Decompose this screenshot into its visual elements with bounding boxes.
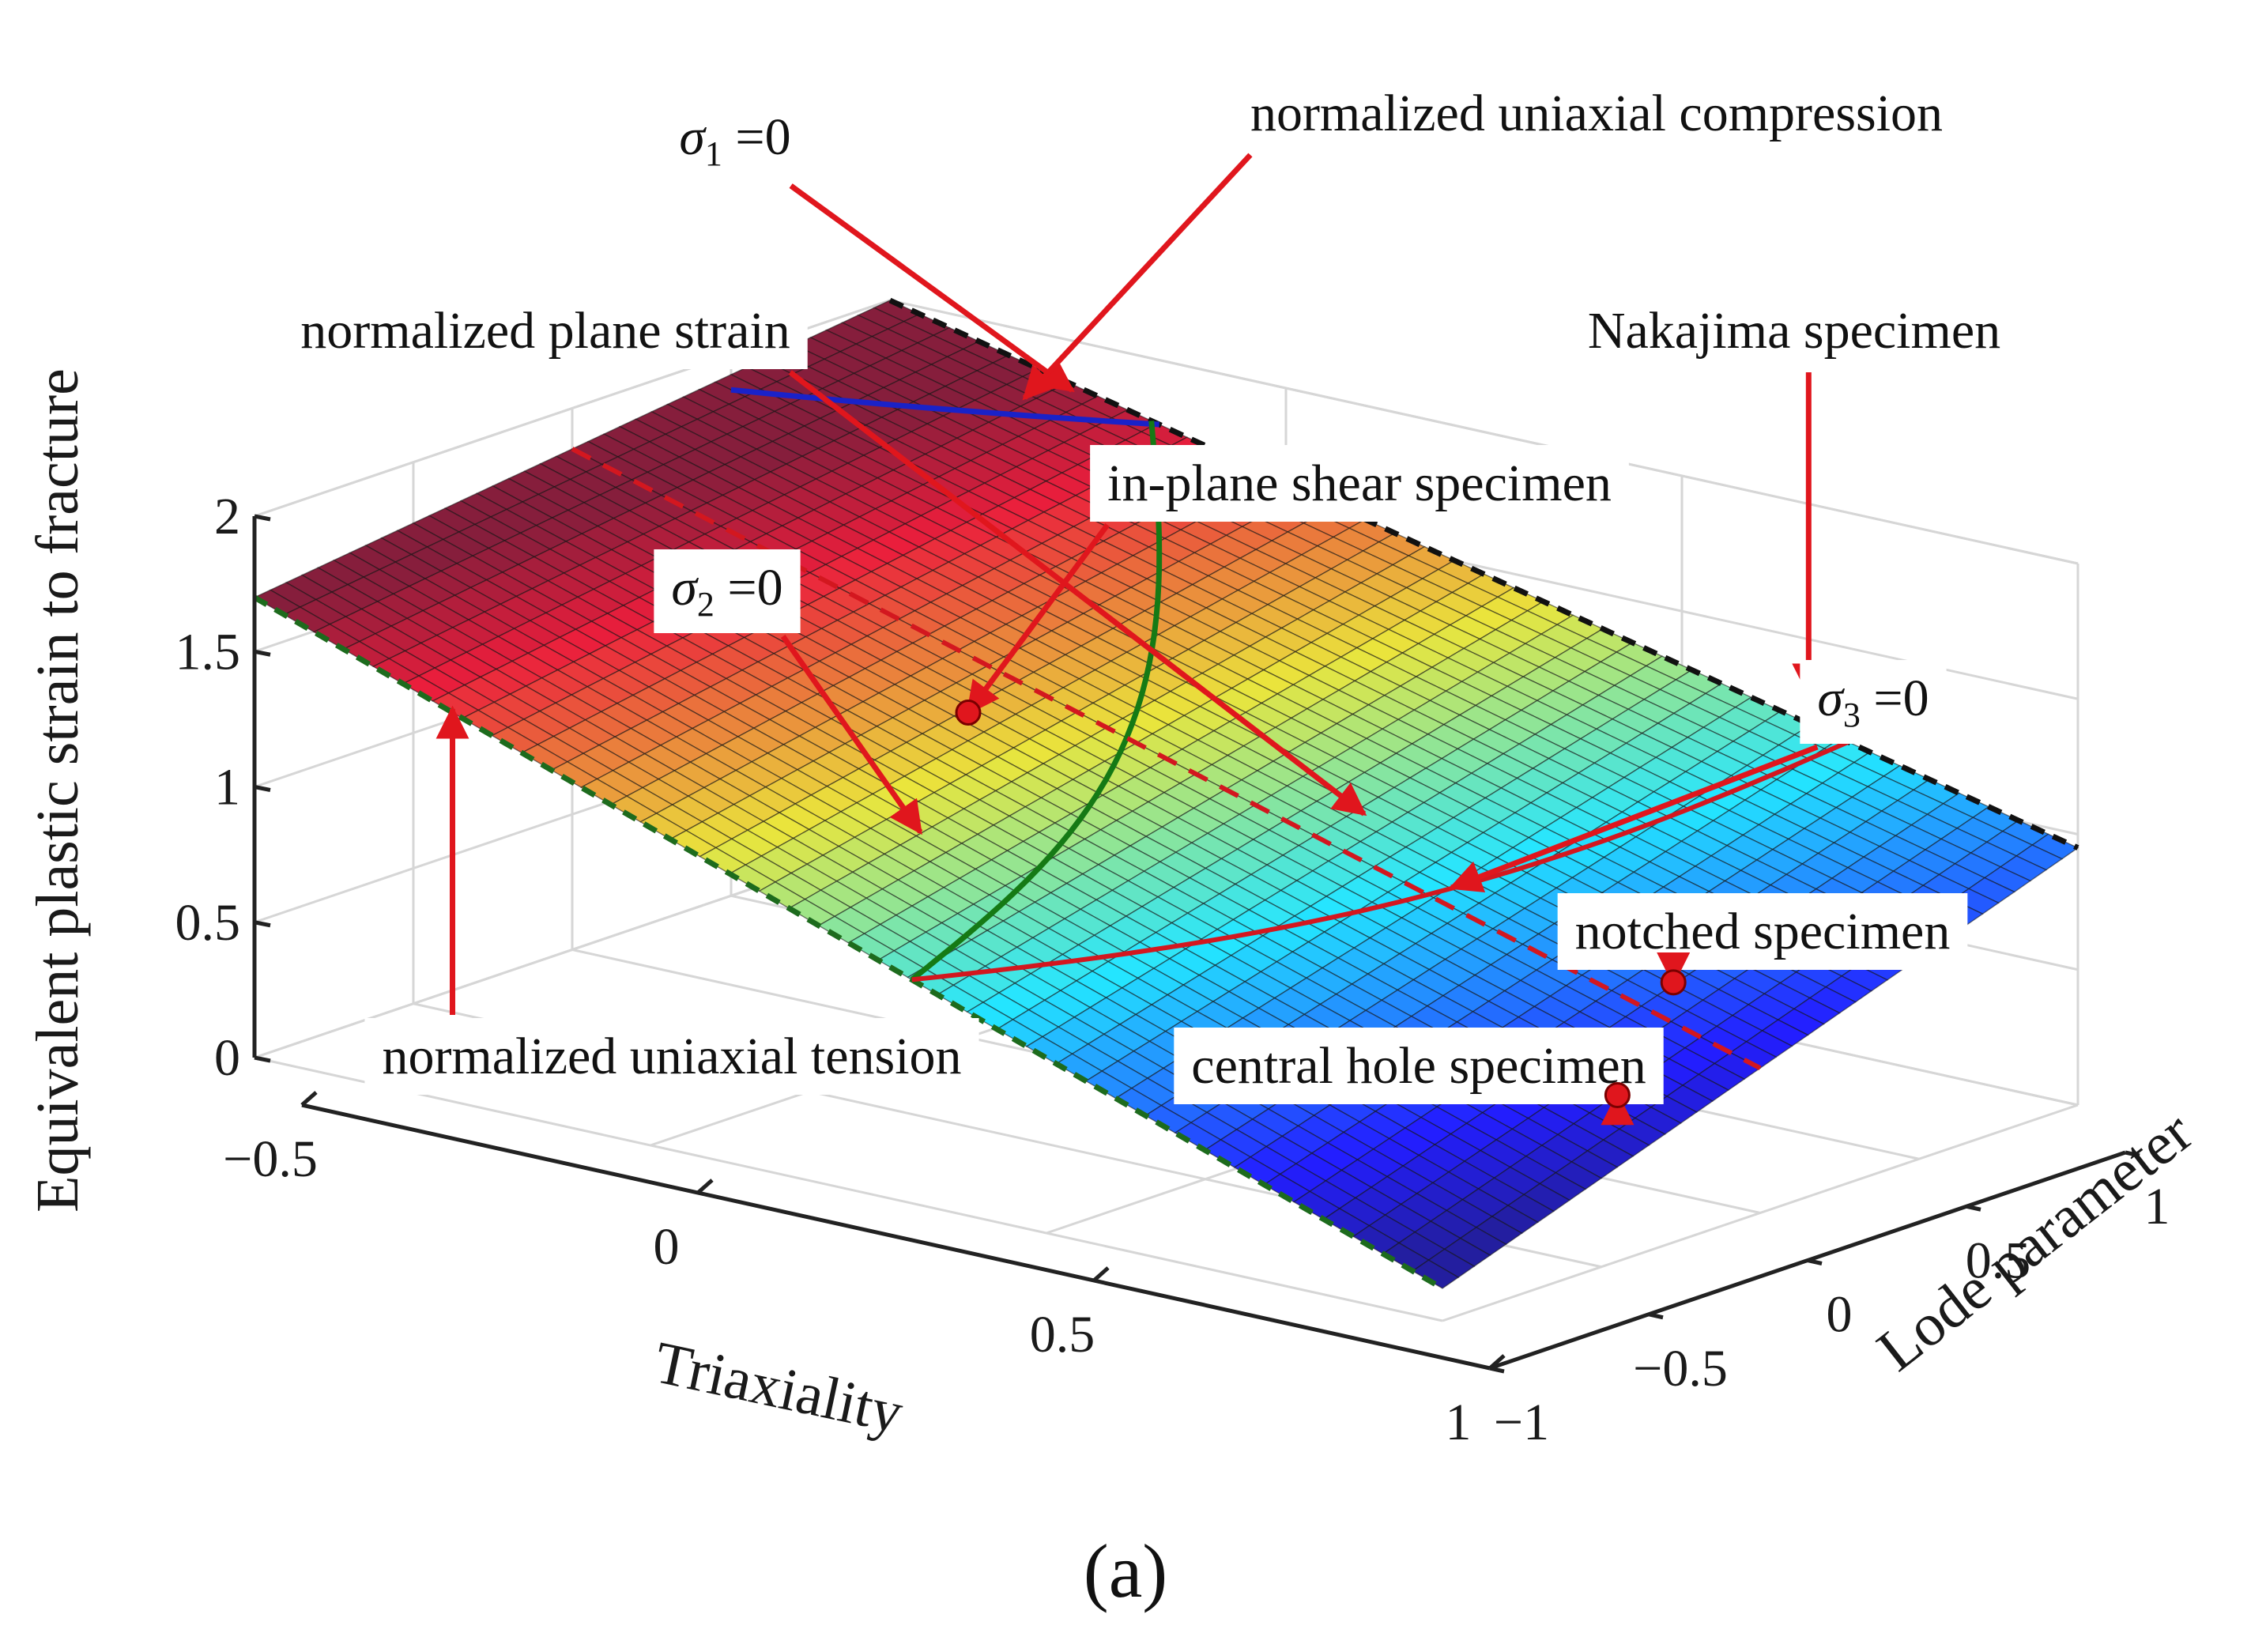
sigma3-zero-box <box>1800 660 1947 744</box>
normalized-plane-strain-label: normalized plane strain <box>300 302 790 360</box>
uniaxial-tension-line <box>253 594 1444 1291</box>
normalized-plane-strain-arrow <box>788 370 1367 817</box>
y-tick-mark <box>1807 1258 1823 1265</box>
axis-ticks: 0 0.5 1 1.5 2 −0.5 0 0.5 1 −1 −0.5 0 0.5 1 <box>175 488 2170 1451</box>
y-tick-label: −0.5 <box>1633 1340 1728 1397</box>
x-tick-mark <box>300 1091 318 1107</box>
x-tick-label: 0 <box>654 1218 680 1276</box>
sigma3-zero-annotation: σ3 =0 <box>1448 660 1947 893</box>
z-tick-label: 0.5 <box>175 894 241 952</box>
y-tick-label: −1 <box>1494 1394 1549 1451</box>
z-tick-label: 1 <box>214 759 240 817</box>
central-hole-specimen-label: central hole specimen <box>1191 1037 1646 1095</box>
grid-edge <box>889 299 2079 565</box>
sigma1-zero-annotation: σ1 =0 <box>679 108 1075 393</box>
normalized-uniaxial-compression-arrow <box>1022 153 1253 401</box>
central-hole-specimen-box <box>1174 1028 1664 1104</box>
z-tick-mark <box>254 1055 271 1063</box>
normalized-plane-strain-annotation: normalized plane strain <box>283 292 1367 817</box>
z-tick-label: 0 <box>214 1029 240 1087</box>
central-hole-point <box>1604 1081 1631 1108</box>
y-tick-mark <box>1966 1204 1981 1212</box>
specimen-points <box>955 700 1687 1108</box>
z-tick-mark <box>254 920 271 928</box>
normalized-plane-strain-box <box>283 292 808 369</box>
in-plane-shear-specimen-box <box>1090 445 1629 522</box>
y-tick-mark <box>2125 1150 2140 1158</box>
z-tick-mark <box>254 785 271 792</box>
central-hole-specimen-annotation: central hole specimen <box>1174 1028 1664 1126</box>
y-tick-label: 0 <box>1827 1286 1853 1344</box>
x-axis-label: Triaxiality <box>649 1329 909 1446</box>
sigma3-zero-label: σ3 =0 <box>1817 669 1929 734</box>
y-tick-mark <box>1648 1312 1664 1320</box>
y-axis-label: Lode parameter <box>1865 1099 2204 1384</box>
y-tick-label: 1 <box>2144 1178 2170 1235</box>
normalized-uniaxial-compression-annotation: normalized uniaxial compression <box>1022 85 1943 401</box>
figure-caption: (a) <box>1084 1529 1168 1613</box>
sigma2-zero-label: σ2 =0 <box>671 559 782 624</box>
x-axis-line <box>301 1103 1491 1371</box>
normalized-uniaxial-compression-label: normalized uniaxial compression <box>1250 85 1943 142</box>
notched-point <box>1660 969 1687 996</box>
z-tick-label: 1.5 <box>175 623 241 681</box>
notched-specimen-label: notched specimen <box>1575 903 1951 960</box>
sigma3-zero-curve <box>911 739 1849 983</box>
sigma2-zero-annotation: σ2 =0 <box>654 549 923 835</box>
sigma1-zero-curve <box>730 387 1159 428</box>
x-tick-label: −0.5 <box>223 1130 318 1188</box>
sigma2-zero-curve <box>910 421 1163 983</box>
sigma2-zero-box <box>654 549 801 633</box>
normalized-uniaxial-tension-label: normalized uniaxial tension <box>382 1028 961 1085</box>
in-plane-shear-specimen-arrow <box>966 522 1110 715</box>
nakajima-specimen-annotation: Nakajima specimen <box>1588 302 2000 697</box>
x-tick-mark <box>1488 1354 1506 1370</box>
normalized-uniaxial-tension-annotation: normalized uniaxial tension <box>364 705 979 1095</box>
y-tick-mark <box>1489 1366 1505 1374</box>
y-tick-label: 0.5 <box>1966 1231 2031 1289</box>
in-plane-shear-point <box>955 700 982 726</box>
sigma3-zero-arrow <box>1448 744 1819 893</box>
x-tick-mark <box>1092 1266 1110 1282</box>
notched-specimen-box <box>1557 893 1968 970</box>
sigma1-zero-label: σ1 =0 <box>679 108 790 173</box>
z-tick-label: 2 <box>214 488 240 545</box>
notched-specimen-annotation: notched specimen <box>1557 893 1968 986</box>
x-tick-mark <box>696 1179 714 1194</box>
z-tick-mark <box>254 514 271 522</box>
grid-line <box>1442 1103 2079 1322</box>
sigma1-zero-arrow <box>789 183 1075 393</box>
normalized-uniaxial-tension-box <box>364 1018 979 1095</box>
grid-line <box>254 1056 1443 1322</box>
in-plane-shear-specimen-label: in-plane shear specimen <box>1107 454 1612 512</box>
uniaxial-compression-line <box>888 297 2079 851</box>
x-tick-label: 1 <box>1446 1394 1472 1451</box>
in-plane-shear-specimen-annotation: in-plane shear specimen <box>966 445 1629 715</box>
sigma2-zero-arrow <box>780 634 923 835</box>
annotations: σ1 =0 normalized uniaxial compression norm… <box>283 85 2000 1126</box>
x-tick-label: 0.5 <box>1030 1306 1095 1363</box>
z-axis-label: Equivalent plastic strain to fracture <box>25 368 91 1213</box>
nakajima-specimen-label: Nakajima specimen <box>1588 302 2000 360</box>
z-tick-mark <box>254 649 271 657</box>
